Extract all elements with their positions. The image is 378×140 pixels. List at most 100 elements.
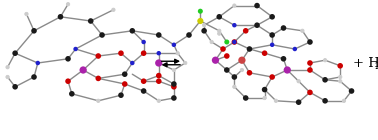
Circle shape [6, 66, 9, 69]
Circle shape [171, 95, 177, 101]
Circle shape [240, 68, 243, 72]
Circle shape [270, 14, 275, 20]
Circle shape [307, 67, 313, 73]
Circle shape [65, 78, 71, 84]
Circle shape [274, 99, 277, 102]
Circle shape [97, 99, 100, 102]
Circle shape [112, 8, 115, 11]
Circle shape [339, 75, 342, 79]
Circle shape [25, 12, 28, 16]
Circle shape [342, 99, 345, 102]
Circle shape [141, 40, 146, 44]
Circle shape [307, 60, 313, 66]
Text: + HgCl: + HgCl [353, 57, 378, 69]
Circle shape [156, 78, 161, 84]
Circle shape [284, 66, 291, 74]
Circle shape [130, 61, 135, 65]
Circle shape [210, 40, 213, 44]
Circle shape [141, 88, 146, 94]
Circle shape [197, 18, 203, 24]
Circle shape [172, 43, 176, 47]
Text: 2: 2 [375, 62, 378, 71]
Circle shape [233, 85, 236, 88]
Circle shape [172, 68, 175, 72]
Circle shape [88, 18, 93, 24]
Circle shape [297, 80, 300, 83]
Circle shape [263, 96, 266, 100]
Circle shape [270, 74, 275, 80]
Circle shape [307, 90, 313, 95]
Circle shape [210, 40, 213, 44]
Circle shape [157, 99, 160, 102]
Circle shape [262, 87, 267, 92]
Circle shape [186, 32, 192, 38]
Circle shape [339, 75, 342, 79]
Circle shape [198, 9, 203, 14]
Circle shape [12, 84, 18, 90]
Circle shape [247, 46, 252, 52]
Circle shape [342, 99, 345, 102]
Circle shape [297, 80, 300, 83]
Circle shape [156, 51, 161, 55]
Circle shape [171, 84, 177, 90]
Circle shape [130, 28, 135, 34]
Circle shape [324, 59, 327, 62]
Circle shape [339, 80, 342, 83]
Circle shape [122, 81, 127, 87]
Circle shape [96, 53, 101, 59]
Circle shape [232, 39, 237, 45]
Circle shape [274, 99, 277, 102]
Circle shape [141, 50, 146, 56]
Circle shape [233, 85, 236, 88]
Circle shape [238, 57, 246, 64]
Circle shape [307, 39, 313, 45]
Circle shape [218, 29, 221, 32]
Circle shape [184, 61, 187, 65]
Circle shape [96, 76, 101, 81]
Circle shape [118, 50, 124, 56]
Circle shape [324, 59, 327, 62]
Circle shape [67, 3, 70, 6]
Circle shape [172, 68, 175, 72]
Circle shape [296, 99, 301, 105]
Circle shape [254, 3, 260, 8]
Circle shape [338, 63, 343, 69]
Circle shape [224, 39, 229, 45]
Circle shape [65, 56, 71, 62]
Circle shape [184, 61, 187, 65]
Circle shape [270, 32, 275, 38]
Circle shape [171, 81, 177, 87]
Circle shape [118, 92, 124, 98]
Circle shape [203, 24, 206, 27]
Circle shape [339, 80, 342, 83]
Circle shape [6, 66, 9, 69]
Circle shape [232, 23, 237, 27]
Circle shape [155, 59, 163, 67]
Circle shape [156, 73, 161, 78]
Circle shape [301, 29, 304, 32]
Circle shape [224, 67, 229, 73]
Circle shape [270, 43, 274, 47]
Circle shape [243, 28, 248, 34]
Circle shape [99, 32, 105, 38]
Circle shape [293, 47, 297, 51]
Circle shape [31, 28, 37, 34]
Circle shape [12, 50, 18, 56]
Circle shape [322, 98, 328, 104]
Circle shape [281, 56, 286, 62]
Circle shape [67, 3, 70, 6]
Circle shape [232, 40, 237, 44]
Circle shape [218, 32, 221, 35]
Circle shape [212, 57, 219, 64]
Circle shape [176, 52, 179, 55]
Circle shape [281, 25, 286, 31]
Circle shape [122, 71, 127, 77]
Circle shape [156, 32, 161, 38]
Circle shape [301, 29, 304, 32]
Circle shape [254, 22, 260, 28]
Circle shape [240, 68, 243, 72]
Circle shape [220, 46, 226, 52]
Circle shape [31, 74, 37, 80]
Circle shape [349, 88, 354, 94]
Circle shape [224, 53, 229, 59]
